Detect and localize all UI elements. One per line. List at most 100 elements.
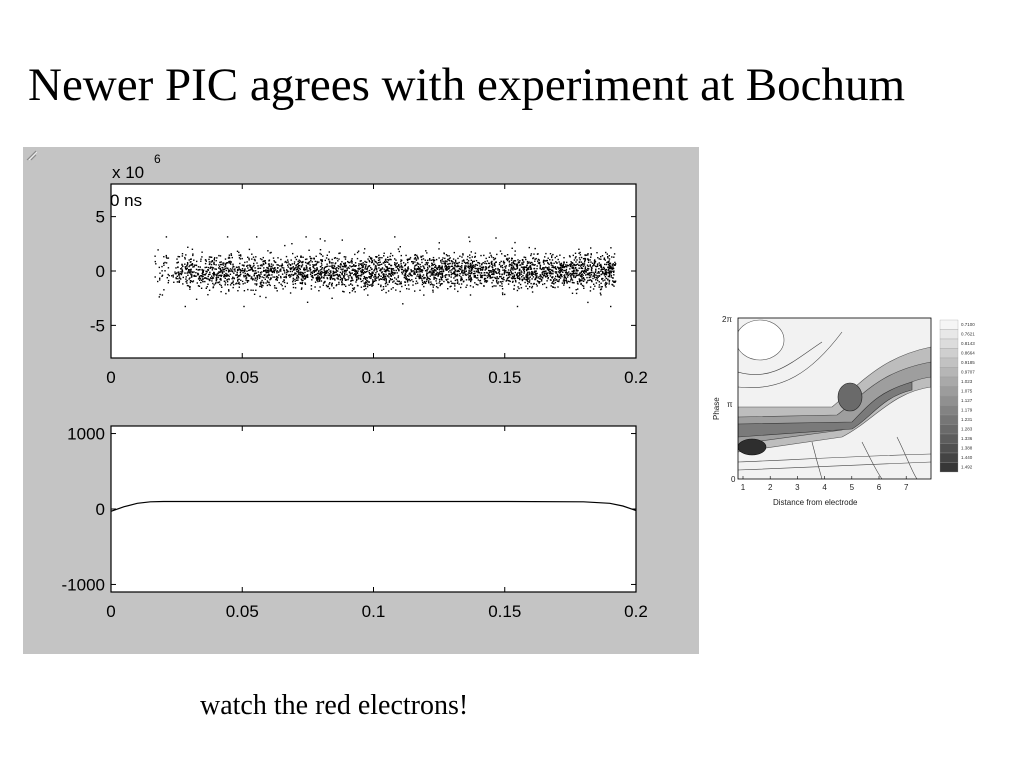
scatter-point xyxy=(471,271,473,274)
scatter-point xyxy=(364,266,367,268)
scatter-point xyxy=(521,263,523,265)
scatter-point xyxy=(398,264,400,266)
scatter-point xyxy=(161,265,163,268)
scatter-point xyxy=(261,258,263,261)
scatter-point xyxy=(440,277,443,279)
scatter-point xyxy=(452,268,454,270)
scatter-point xyxy=(512,272,514,275)
scatter-point xyxy=(488,274,490,276)
legend-label: 1.231 xyxy=(961,417,973,422)
scatter-point xyxy=(581,270,583,272)
scatter-point xyxy=(417,268,419,271)
potential-plot-area xyxy=(110,425,637,593)
scatter-point xyxy=(507,283,510,285)
scatter-point xyxy=(445,265,447,267)
scatter-point xyxy=(322,255,324,257)
scatter-point xyxy=(283,269,285,271)
scatter-point xyxy=(446,255,449,257)
scatter-point xyxy=(360,260,362,262)
scatter-point xyxy=(572,254,574,257)
scatter-point xyxy=(302,276,304,278)
scatter-point xyxy=(607,279,609,281)
scatter-point xyxy=(309,273,312,275)
scatter-point xyxy=(397,267,399,270)
scatter-point xyxy=(496,278,498,280)
scatter-point xyxy=(348,267,350,269)
scatter-point xyxy=(570,261,572,263)
scatter-point xyxy=(215,264,217,266)
scatter-point xyxy=(363,289,365,291)
scatter-point xyxy=(412,270,414,272)
scatter-point xyxy=(263,263,265,266)
scatter-point xyxy=(213,271,215,274)
scatter-point xyxy=(470,267,472,269)
scatter-point xyxy=(585,269,587,271)
scatter-point xyxy=(382,276,384,279)
scatter-point xyxy=(298,273,300,275)
scatter-point xyxy=(273,268,275,270)
scatter-point xyxy=(259,271,262,274)
scatter-point xyxy=(576,274,578,276)
scatter-point xyxy=(585,274,587,276)
legend-label: 1.388 xyxy=(961,446,973,451)
scatter-point xyxy=(519,283,522,286)
scatter-point xyxy=(498,271,500,273)
scatter-point xyxy=(477,267,479,270)
scatter-point xyxy=(514,280,517,282)
scatter-point xyxy=(229,273,232,275)
scatter-point xyxy=(500,276,502,278)
scatter-point xyxy=(565,279,567,281)
scatter-point xyxy=(504,267,507,269)
scatter-point xyxy=(580,265,582,267)
scatter-point xyxy=(290,259,292,261)
top-x-tick-label: 0.15 xyxy=(488,368,521,387)
scatter-point xyxy=(420,269,422,271)
scatter-point xyxy=(275,287,278,289)
scatter-point xyxy=(462,272,464,274)
scatter-point xyxy=(289,264,292,266)
scatter-point xyxy=(563,277,565,279)
scatter-point xyxy=(574,252,577,254)
scatter-point xyxy=(385,279,387,281)
resize-grip-icon[interactable] xyxy=(23,147,37,161)
scatter-point xyxy=(232,263,234,265)
scatter-point xyxy=(564,272,567,274)
scatter-point xyxy=(395,263,397,265)
scatter-point xyxy=(426,259,429,262)
scatter-point xyxy=(370,258,373,260)
contour-x-tick-label: 2 xyxy=(768,483,773,492)
scatter-point xyxy=(351,272,353,274)
scatter-point xyxy=(383,275,385,277)
scatter-point xyxy=(263,276,265,279)
scatter-point xyxy=(604,269,606,271)
scatter-point xyxy=(372,272,375,274)
scatter-point xyxy=(402,303,404,305)
scatter-point xyxy=(492,279,494,282)
scatter-point xyxy=(421,278,423,280)
scatter-point xyxy=(508,265,510,267)
scatter-point xyxy=(526,265,528,267)
scatter-point xyxy=(331,297,333,299)
scatter-point xyxy=(562,280,565,282)
scatter-point xyxy=(337,268,340,270)
scatter-point xyxy=(438,278,441,281)
scatter-point xyxy=(582,285,585,287)
scatter-point xyxy=(587,274,590,276)
scatter-point xyxy=(543,259,545,261)
scatter-point xyxy=(552,276,554,278)
scatter-point xyxy=(516,264,518,266)
scatter-point xyxy=(555,279,557,281)
scatter-point xyxy=(602,272,604,274)
scatter-point xyxy=(372,284,374,286)
scatter-point xyxy=(460,279,462,282)
scatter-point xyxy=(239,254,242,256)
scatter-point xyxy=(356,272,359,275)
scatter-point xyxy=(328,251,330,253)
scatter-point xyxy=(508,263,511,266)
scatter-point xyxy=(266,269,269,272)
scatter-point xyxy=(580,261,583,263)
scatter-point xyxy=(439,280,441,282)
scatter-point xyxy=(552,286,554,288)
scatter-point xyxy=(274,287,276,289)
scatter-point xyxy=(583,269,585,272)
